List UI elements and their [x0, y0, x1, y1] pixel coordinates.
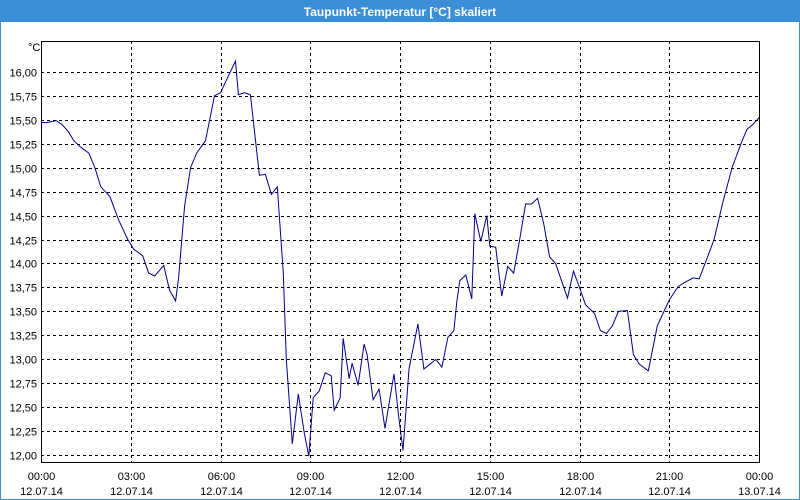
- x-tick-date: 12.07.14: [110, 486, 153, 498]
- window-title: Taupunkt-Temperatur [°C] skaliert: [1, 1, 799, 22]
- x-tick-date: 12.07.14: [200, 486, 243, 498]
- x-axis: 00:00 12.07.14 03:00 12.07.14 06:00 12.07.14 0…: [20, 471, 781, 498]
- y-tick-label: 14,75: [9, 188, 37, 200]
- x-tick-time: 18:00: [567, 471, 595, 483]
- y-tick-label: 14,25: [9, 236, 37, 248]
- y-tick-label: 15,75: [9, 92, 37, 104]
- y-tick-label: 12,00: [9, 451, 37, 463]
- y-tick-label: 15,50: [9, 116, 37, 128]
- y-axis: 12,00 12,25 12,50 12,75 13,00 13,25 13,50 13,75…: [9, 68, 37, 463]
- x-tick-date: 12.07.14: [469, 486, 512, 498]
- series-line: [41, 59, 760, 457]
- y-tick-label: 15,00: [9, 164, 37, 176]
- x-tick-time: 21:00: [656, 471, 684, 483]
- y-tick-label: 13,25: [9, 331, 37, 343]
- x-tick-time: 00:00: [28, 471, 56, 483]
- x-tick-date: 12.07.14: [648, 486, 691, 498]
- x-tick-time: 03:00: [118, 471, 146, 483]
- x-tick-date: 12.07.14: [559, 486, 602, 498]
- grid: [41, 41, 760, 462]
- y-tick-label: 14,00: [9, 259, 37, 271]
- x-tick-time: 15:00: [477, 471, 505, 483]
- x-tick-date: 12.07.14: [379, 486, 422, 498]
- y-tick-label: 16,00: [9, 68, 37, 80]
- x-tick-time: 06:00: [208, 471, 236, 483]
- y-tick-label: 15,25: [9, 140, 37, 152]
- plot-border: [41, 41, 760, 463]
- x-tick-date: 13.07.14: [738, 486, 781, 498]
- y-tick-label: 13,00: [9, 355, 37, 367]
- x-tick-time: 12:00: [387, 471, 415, 483]
- x-tick-time: 09:00: [297, 471, 325, 483]
- y-tick-label: 12,75: [9, 379, 37, 391]
- y-tick-label: 14,50: [9, 212, 37, 224]
- x-tick-date: 12.07.14: [20, 486, 63, 498]
- y-tick-label: 12,25: [9, 427, 37, 439]
- y-axis-label: °C: [28, 42, 40, 54]
- y-tick-label: 13,50: [9, 307, 37, 319]
- y-tick-label: 13,75: [9, 283, 37, 295]
- y-tick-label: 12,50: [9, 403, 37, 415]
- x-tick-time: 00:00: [746, 471, 774, 483]
- x-tick-date: 12.07.14: [289, 486, 332, 498]
